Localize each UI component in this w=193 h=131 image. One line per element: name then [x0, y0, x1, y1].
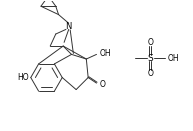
Text: N: N: [66, 22, 72, 31]
Text: O: O: [100, 80, 106, 89]
Text: S: S: [147, 54, 153, 63]
Text: HO: HO: [17, 73, 29, 82]
Text: O: O: [147, 38, 153, 47]
Text: O: O: [147, 69, 153, 78]
Text: OH: OH: [99, 49, 111, 58]
Text: OH: OH: [168, 54, 179, 63]
